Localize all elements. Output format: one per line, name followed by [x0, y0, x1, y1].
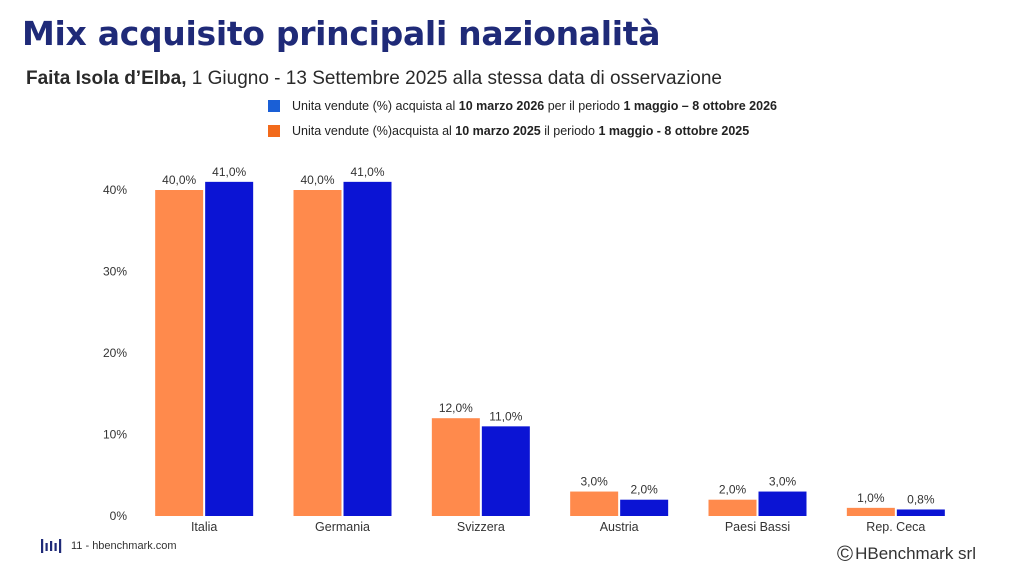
footer-copyright: © HBenchmark srl: [837, 543, 976, 565]
data-label: 41,0%: [212, 165, 246, 179]
x-tick-label: Svizzera: [457, 520, 505, 534]
bar: [620, 499, 669, 516]
legend-label-2026: Unita vendute (%) acquista al 10 marzo 2…: [292, 99, 777, 113]
y-tick-label: 10%: [103, 428, 127, 442]
subtitle-bold: Faita Isola d’Elba,: [26, 68, 187, 89]
bar: [846, 507, 895, 516]
bar: [481, 426, 530, 516]
bar: [570, 491, 619, 516]
data-label: 2,0%: [719, 483, 747, 497]
copyright-icon: ©: [836, 541, 854, 566]
page-title: Mix acquisito principali nazionalità: [22, 14, 661, 53]
data-label: 41,0%: [350, 165, 384, 179]
data-label: 11,0%: [489, 409, 522, 423]
legend-swatch-2025: [268, 125, 280, 137]
data-label: 0,8%: [907, 492, 935, 506]
x-tick-label: Italia: [191, 520, 217, 534]
legend-item-2026: Unita vendute (%) acquista al 10 marzo 2…: [268, 97, 777, 115]
page-subtitle: Faita Isola d’Elba, 1 Giugno - 13 Settem…: [26, 68, 722, 90]
x-tick-label: Germania: [315, 520, 370, 534]
y-tick-label: 40%: [103, 183, 127, 197]
data-label: 40,0%: [300, 173, 334, 187]
legend-item-2025: Unita vendute (%)acquista al 10 marzo 20…: [268, 122, 777, 140]
bar: [155, 190, 204, 516]
x-tick-label: Rep. Ceca: [866, 520, 925, 534]
bar: [343, 181, 392, 516]
bar: [896, 509, 945, 516]
data-label: 2,0%: [630, 483, 658, 497]
bar: [293, 190, 342, 516]
data-label: 3,0%: [769, 475, 797, 489]
subtitle-rest: 1 Giugno - 13 Settembre 2025 alla stessa…: [186, 68, 722, 89]
data-label: 12,0%: [439, 401, 473, 415]
bar: [431, 418, 480, 516]
hbenchmark-logo-icon: [40, 537, 62, 555]
data-label: 1,0%: [857, 491, 885, 505]
x-tick-label: Paesi Bassi: [725, 520, 790, 534]
data-label: 40,0%: [162, 173, 196, 187]
bar: [205, 181, 254, 516]
legend-label-2025: Unita vendute (%)acquista al 10 marzo 20…: [292, 124, 750, 138]
footer-page-info: 11 - hbenchmark.com: [40, 537, 177, 555]
chart-legend: Unita vendute (%) acquista al 10 marzo 2…: [268, 97, 777, 147]
footer-page-text: 11 - hbenchmark.com: [71, 540, 177, 552]
legend-swatch-2026: [268, 100, 280, 112]
y-tick-label: 20%: [103, 346, 127, 360]
x-tick-label: Austria: [600, 520, 639, 534]
data-label: 3,0%: [580, 475, 608, 489]
copyright-text: HBenchmark srl: [855, 544, 976, 563]
y-tick-label: 30%: [103, 265, 127, 279]
bar: [758, 491, 807, 516]
bar: [708, 499, 757, 516]
y-tick-label: 0%: [110, 509, 128, 523]
